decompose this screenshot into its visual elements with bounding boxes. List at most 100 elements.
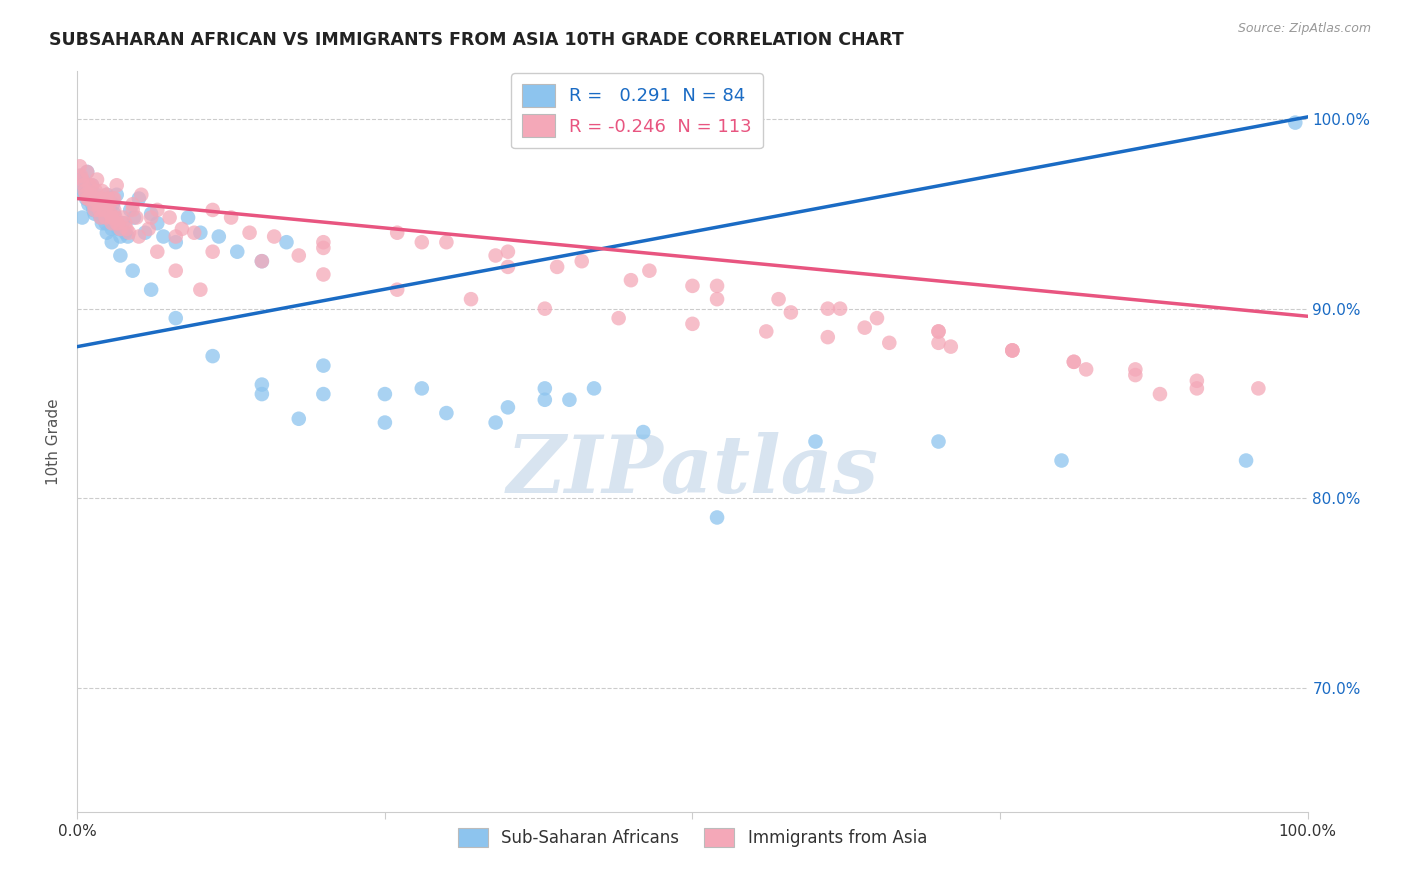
Point <box>141 211 163 225</box>
Point <box>141 283 163 297</box>
Point <box>101 235 124 250</box>
Point <box>134 226 156 240</box>
Point <box>121 263 143 277</box>
Point <box>853 320 876 334</box>
Point <box>607 311 630 326</box>
Text: ZIPatlas: ZIPatlas <box>506 433 879 510</box>
Point <box>1063 355 1085 369</box>
Point <box>1001 343 1024 358</box>
Point <box>82 202 104 217</box>
Point <box>103 207 125 221</box>
Point <box>103 202 125 217</box>
Point <box>70 172 93 186</box>
Point <box>72 184 94 198</box>
Point <box>101 211 124 225</box>
Point <box>165 235 187 250</box>
Point <box>165 229 187 244</box>
Point <box>82 192 104 206</box>
Point <box>121 202 143 217</box>
Point <box>79 182 101 196</box>
Point <box>97 192 120 206</box>
Point <box>107 216 129 230</box>
Point <box>534 392 557 407</box>
Point <box>706 292 728 306</box>
Point <box>100 207 122 221</box>
Point <box>72 178 94 193</box>
Point <box>96 187 118 202</box>
Point <box>98 201 121 215</box>
Point <box>105 216 128 230</box>
Point <box>138 222 160 236</box>
Point <box>91 197 114 211</box>
Point <box>76 184 98 198</box>
Point <box>1001 343 1024 358</box>
Point <box>201 349 224 363</box>
Point <box>1234 453 1257 467</box>
Point <box>111 216 134 230</box>
Point <box>817 330 839 344</box>
Point <box>638 263 661 277</box>
Point <box>312 235 335 250</box>
Point <box>768 292 790 306</box>
Point <box>485 416 508 430</box>
Point <box>1247 381 1270 395</box>
Point <box>201 244 224 259</box>
Point <box>75 187 97 202</box>
Point <box>1125 362 1147 376</box>
Point <box>830 301 852 316</box>
Point <box>80 187 103 202</box>
Point <box>70 178 93 193</box>
Point <box>104 216 127 230</box>
Point <box>1050 453 1073 467</box>
Point <box>939 340 962 354</box>
Point <box>98 197 121 211</box>
Point <box>125 211 148 225</box>
Point <box>1001 343 1024 358</box>
Point <box>117 229 139 244</box>
Point <box>114 216 136 230</box>
Point <box>82 178 104 193</box>
Point <box>226 244 249 259</box>
Point <box>288 248 311 262</box>
Point <box>118 226 141 240</box>
Text: Source: ZipAtlas.com: Source: ZipAtlas.com <box>1237 22 1371 36</box>
Point <box>110 248 132 262</box>
Point <box>73 187 96 202</box>
Point <box>276 235 298 250</box>
Point <box>89 207 111 221</box>
Point <box>90 216 114 230</box>
Point <box>128 229 150 244</box>
Point <box>73 184 96 198</box>
Point <box>122 211 145 225</box>
Point <box>141 207 163 221</box>
Point <box>201 202 224 217</box>
Point <box>111 211 134 225</box>
Point <box>250 387 273 401</box>
Y-axis label: 10th Grade: 10th Grade <box>46 398 62 485</box>
Point <box>188 226 212 240</box>
Point <box>96 197 118 211</box>
Point <box>86 192 108 206</box>
Point <box>1076 362 1098 376</box>
Point <box>159 211 181 225</box>
Point <box>755 325 778 339</box>
Point <box>250 254 273 268</box>
Legend: Sub-Saharan Africans, Immigrants from Asia: Sub-Saharan Africans, Immigrants from As… <box>450 819 935 855</box>
Point <box>583 381 606 395</box>
Point <box>928 335 950 350</box>
Point <box>76 165 98 179</box>
Point <box>804 434 827 449</box>
Point <box>101 216 124 230</box>
Point <box>115 222 138 236</box>
Point <box>866 311 889 326</box>
Point <box>312 359 335 373</box>
Point <box>558 392 581 407</box>
Point <box>103 192 125 206</box>
Point <box>87 197 110 211</box>
Point <box>128 192 150 206</box>
Point <box>780 305 803 319</box>
Point <box>219 211 242 225</box>
Point <box>86 192 108 206</box>
Point <box>928 434 950 449</box>
Point <box>121 197 143 211</box>
